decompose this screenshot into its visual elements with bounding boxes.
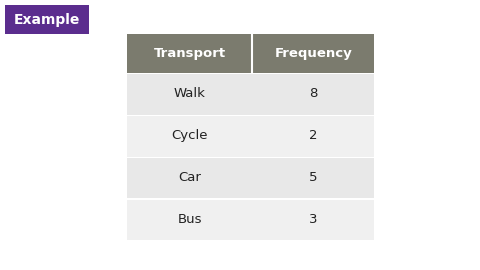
FancyBboxPatch shape (127, 115, 374, 116)
Text: Bus: Bus (177, 213, 202, 226)
Text: Car: Car (178, 171, 201, 184)
Text: 8: 8 (309, 87, 317, 100)
FancyBboxPatch shape (127, 198, 374, 200)
Text: Transport: Transport (154, 47, 226, 60)
FancyBboxPatch shape (127, 73, 374, 74)
Text: 5: 5 (309, 171, 317, 184)
Text: Walk: Walk (174, 87, 205, 100)
FancyBboxPatch shape (127, 34, 374, 73)
FancyBboxPatch shape (5, 5, 89, 34)
Text: Frequency: Frequency (275, 47, 352, 60)
Text: 2: 2 (309, 129, 317, 142)
Text: 3: 3 (309, 213, 317, 226)
FancyBboxPatch shape (127, 115, 374, 157)
FancyBboxPatch shape (127, 157, 374, 158)
Text: Cycle: Cycle (171, 129, 208, 142)
FancyBboxPatch shape (127, 73, 374, 115)
FancyBboxPatch shape (127, 157, 374, 198)
FancyBboxPatch shape (127, 198, 374, 240)
Text: Example: Example (13, 13, 80, 26)
